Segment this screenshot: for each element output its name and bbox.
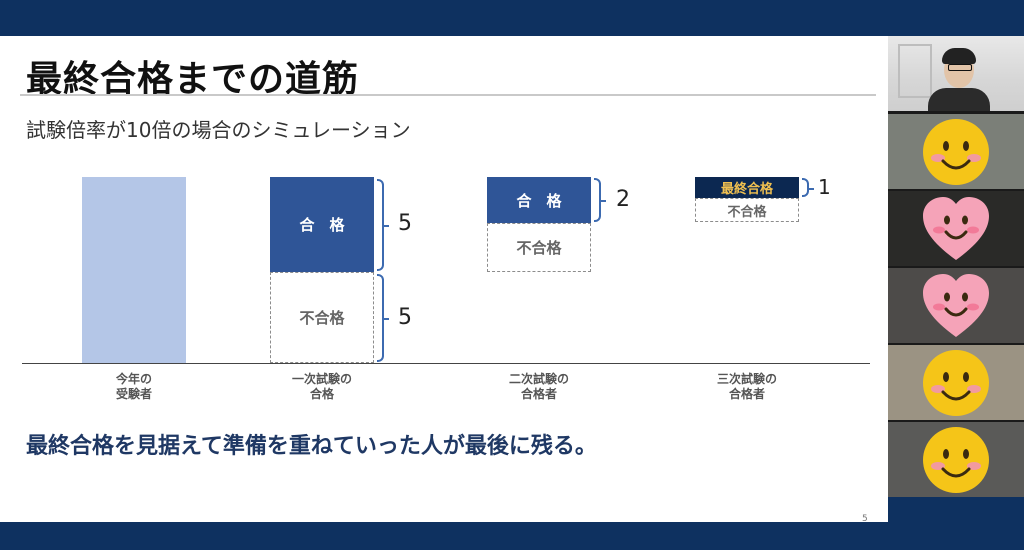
smiley-round-icon <box>921 348 991 418</box>
background-window <box>898 44 932 98</box>
presenter-body <box>928 88 990 111</box>
stage1-fail-count: 5 <box>398 305 412 330</box>
stage3-final-count: 1 <box>818 175 831 199</box>
participant-tile[interactable] <box>888 114 1024 189</box>
stage1-fail-box: 不合格 <box>270 272 374 363</box>
stage3-final-bracket <box>802 178 814 197</box>
x-label-line: 合格者 <box>728 387 765 401</box>
participant-tile[interactable] <box>888 422 1024 497</box>
presenter-glasses <box>948 64 972 71</box>
stage1-pass-count: 5 <box>398 211 412 236</box>
page-number: 5 <box>862 514 868 524</box>
participant-tile-presenter[interactable] <box>888 36 1024 111</box>
stage3-fail-box: 不合格 <box>695 198 799 222</box>
slide-subtitle: 試験倍率が10倍の場合のシミュレーション <box>26 118 411 142</box>
x-label-line: 合格 <box>309 387 334 401</box>
bottom-bar <box>0 522 1024 550</box>
smiley-heart-icon <box>921 194 991 264</box>
slide-title: 最終合格までの道筋 <box>26 58 360 100</box>
bar-applicants <box>82 177 186 363</box>
smiley-round-icon <box>921 117 991 187</box>
stage3-final-box: 最終合格 <box>695 177 799 198</box>
x-label-line: 三次試験の <box>716 372 777 386</box>
stage2-pass-box: 合 格 <box>487 177 591 223</box>
stage2-fail-box: 不合格 <box>487 223 591 272</box>
x-label-first-exam: 一次試験の 合格 <box>262 372 382 402</box>
participant-video-panel <box>888 36 1024 497</box>
participant-tile[interactable] <box>888 268 1024 343</box>
presentation-slide: 最終合格までの道筋 試験倍率が10倍の場合のシミュレーション 合 格 不合格 5… <box>0 36 888 524</box>
stage1-pass-box: 合 格 <box>270 177 374 272</box>
stage1-pass-bracket <box>377 179 389 271</box>
x-label-line: 受験者 <box>115 387 152 401</box>
x-label-line: 今年の <box>115 372 152 386</box>
stage2-pass-bracket <box>594 178 606 222</box>
x-label-line: 合格者 <box>520 387 557 401</box>
top-bar <box>0 0 1024 36</box>
participant-tile[interactable] <box>888 191 1024 266</box>
stage2-pass-count: 2 <box>616 187 630 212</box>
presenter-hair <box>942 48 976 64</box>
smiley-round-icon <box>921 425 991 495</box>
x-label-third-exam: 三次試験の 合格者 <box>687 372 807 402</box>
stage1-fail-bracket <box>377 274 389 362</box>
x-label-line: 二次試験の <box>508 372 569 386</box>
key-message: 最終合格を見据えて準備を重ねていった人が最後に残る。 <box>26 434 597 459</box>
participant-tile[interactable] <box>888 345 1024 420</box>
x-label-second-exam: 二次試験の 合格者 <box>479 372 599 402</box>
x-label-applicants: 今年の 受験者 <box>74 372 194 402</box>
title-divider <box>20 94 876 96</box>
x-label-line: 一次試験の <box>291 372 352 386</box>
smiley-heart-icon <box>921 271 991 341</box>
chart-baseline <box>22 363 870 364</box>
